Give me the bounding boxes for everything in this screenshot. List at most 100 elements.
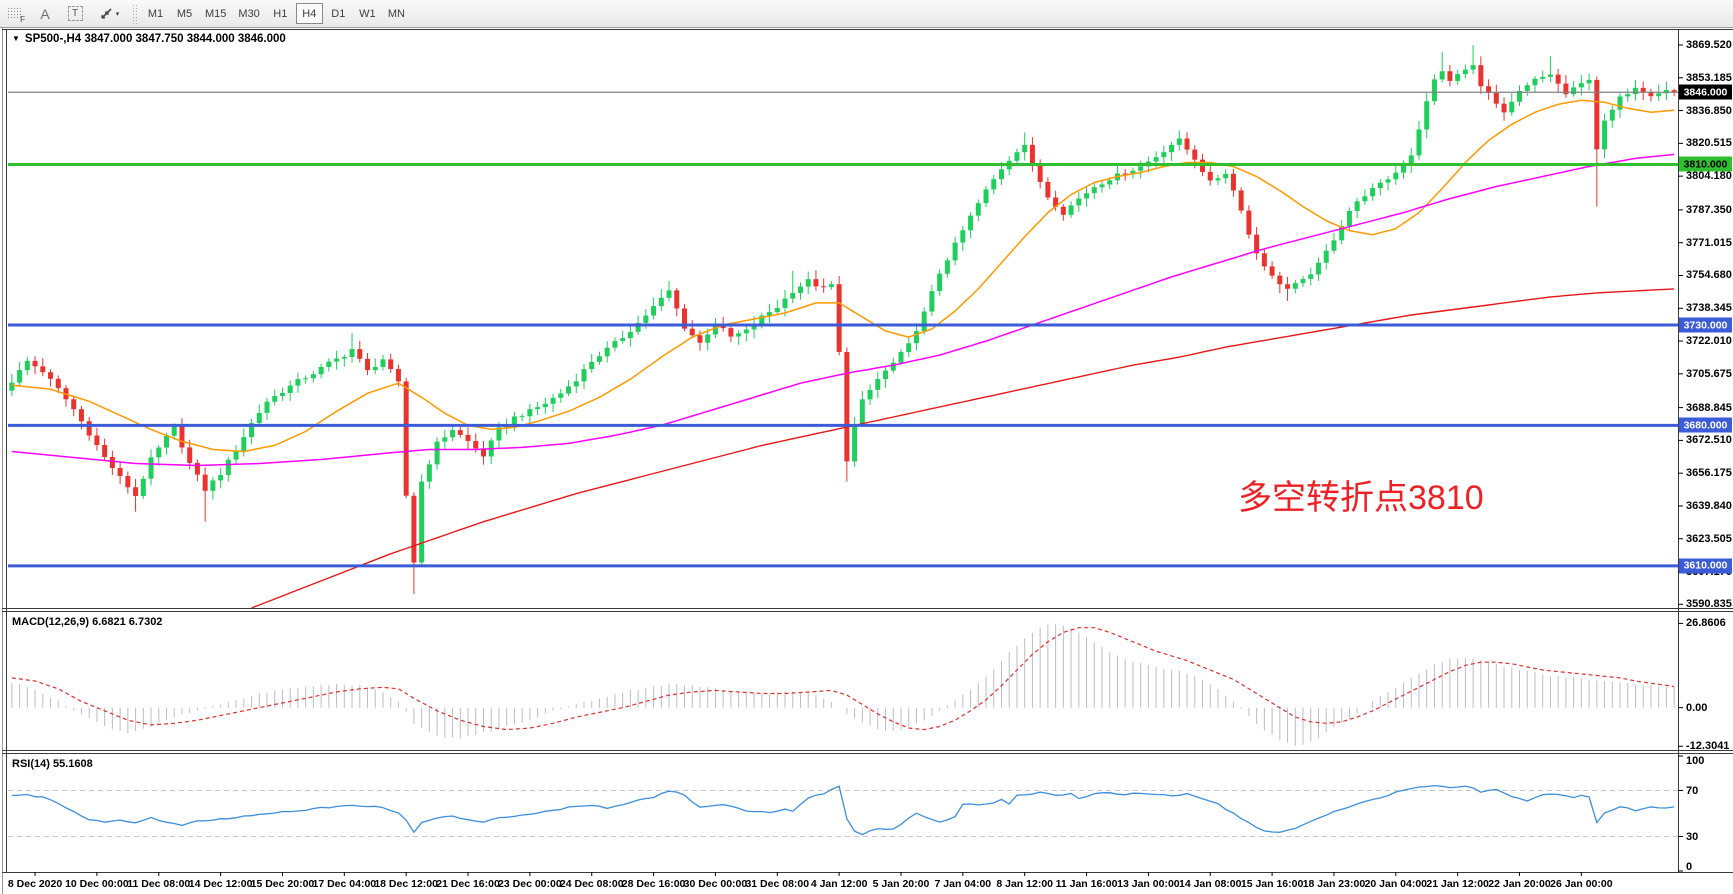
candle-body	[805, 279, 811, 287]
time-axis-label: 13 Jan 00:00	[1117, 878, 1180, 890]
candle-body	[1207, 171, 1213, 181]
candle-body	[388, 359, 394, 370]
candle-body	[334, 358, 340, 362]
macd-signal-line	[11, 627, 1675, 731]
candle-body	[519, 416, 525, 418]
text-box-button[interactable]: T	[62, 3, 88, 25]
candle-body	[1138, 166, 1144, 171]
text-label-button[interactable]: A	[32, 3, 58, 25]
candle-body	[1617, 96, 1623, 110]
time-axis-label: 10 Dec 00:00	[65, 878, 129, 890]
timeframe-button-m1[interactable]: M1	[147, 7, 164, 20]
macd-axis-label: -12.3041	[1686, 740, 1730, 753]
candle-body	[419, 481, 425, 563]
candle-body	[1354, 201, 1360, 211]
candle-body	[1107, 180, 1113, 185]
candle-body	[821, 286, 827, 288]
candle-body	[249, 423, 255, 438]
candle-body	[256, 412, 262, 424]
candle-body	[705, 334, 711, 343]
rsi-indicator-label: RSI(14) 55.1608	[12, 758, 93, 770]
candle-body	[55, 378, 61, 389]
candle-body	[1068, 205, 1074, 215]
timeframe-button-m5[interactable]: M5	[176, 7, 193, 20]
timeframe-button-w1[interactable]: W1	[359, 7, 376, 20]
candle-body	[898, 352, 904, 363]
candle-body	[1254, 234, 1260, 254]
timeframe-button-m30[interactable]: M30	[238, 7, 260, 20]
candle-body	[998, 169, 1004, 180]
candle-body	[295, 379, 301, 386]
candle-body	[550, 397, 556, 404]
time-axis-label: 18 Jan 23:00	[1302, 878, 1366, 890]
timeframe-button-h1[interactable]: H1	[273, 7, 288, 20]
candle-body	[1339, 226, 1345, 241]
cursor-arrows-button[interactable]: ▾	[92, 3, 126, 25]
candle-body	[426, 464, 432, 482]
candle-body	[604, 347, 610, 357]
candle-body	[1045, 181, 1051, 198]
candle-body	[1424, 101, 1430, 130]
candle-body	[1308, 274, 1314, 279]
timeframe-button-d1[interactable]: D1	[331, 7, 346, 20]
candle-body	[9, 382, 15, 391]
candle-body	[1594, 79, 1600, 150]
candle-body	[573, 381, 579, 387]
candle-body	[1555, 74, 1561, 84]
candle-body	[395, 369, 401, 382]
candle-body	[991, 179, 997, 190]
candle-body	[1524, 85, 1530, 91]
candle-body	[743, 329, 749, 334]
hline-price-badge: 3680.000	[1679, 417, 1732, 433]
timeframe-button-m15[interactable]: M15	[205, 7, 227, 20]
candle-body	[48, 372, 54, 379]
hline-price-badge: 3610.000	[1679, 558, 1732, 574]
time-axis-label: 4 Jan 12:00	[810, 878, 868, 890]
candle-body	[1261, 253, 1267, 267]
candle-body	[782, 298, 788, 308]
cursor-arrows-icon	[100, 8, 112, 19]
price-axis-label: 3722.010	[1686, 335, 1732, 348]
candle-body	[264, 401, 270, 413]
candle-body	[1470, 65, 1476, 70]
candle-body	[620, 338, 626, 341]
candle-body	[844, 351, 850, 462]
timeframe-button-mn[interactable]: MN	[387, 7, 405, 20]
candle-body	[1478, 65, 1484, 87]
candle-body	[689, 328, 695, 336]
candle-body	[1602, 120, 1608, 150]
candle-body	[1640, 87, 1646, 93]
candle-body	[1671, 90, 1677, 93]
candle-body	[357, 349, 363, 359]
macd-indicator-label: MACD(12,26,9) 6.6821 6.7302	[12, 616, 163, 628]
candle-body	[1648, 92, 1654, 97]
candle-body	[697, 335, 703, 343]
indicators-grid-button[interactable]: F	[2, 3, 28, 25]
candle-body	[1238, 190, 1244, 211]
chart-annotation-text[interactable]: 多空转折点3810	[1238, 479, 1484, 517]
price-axis-label: 3705.675	[1686, 367, 1732, 380]
candle-body	[952, 242, 958, 261]
symbol-title: ▼ SP500-,H4 3847.000 3847.750 3844.000 38…	[12, 33, 286, 45]
candle-body	[71, 399, 77, 410]
price-axis-label: 3590.835	[1686, 598, 1732, 611]
price-axis-label: 3853.185	[1686, 71, 1732, 84]
candle-body	[627, 331, 633, 339]
candle-body	[1053, 197, 1059, 207]
price-axis-label: 3836.850	[1686, 104, 1732, 117]
ma-mid-line	[11, 153, 1675, 467]
symbol-dropdown-icon[interactable]: ▼	[12, 34, 20, 43]
candle-body	[1269, 266, 1275, 276]
time-axis-label: 24 Dec 08:00	[559, 878, 624, 890]
time-axis-label: 5 Jan 20:00	[872, 878, 930, 890]
candle-body	[102, 445, 108, 457]
candle-body	[1486, 86, 1492, 93]
time-axis-label: 8 Jan 12:00	[996, 878, 1053, 890]
time-axis-label: 28 Dec 16:00	[621, 878, 686, 890]
candle-body	[1439, 71, 1445, 80]
time-axis-label: 14 Jan 08:00	[1179, 878, 1242, 890]
ma-slow-line	[251, 288, 1675, 608]
timeframe-button-h4[interactable]: H4	[295, 3, 323, 24]
